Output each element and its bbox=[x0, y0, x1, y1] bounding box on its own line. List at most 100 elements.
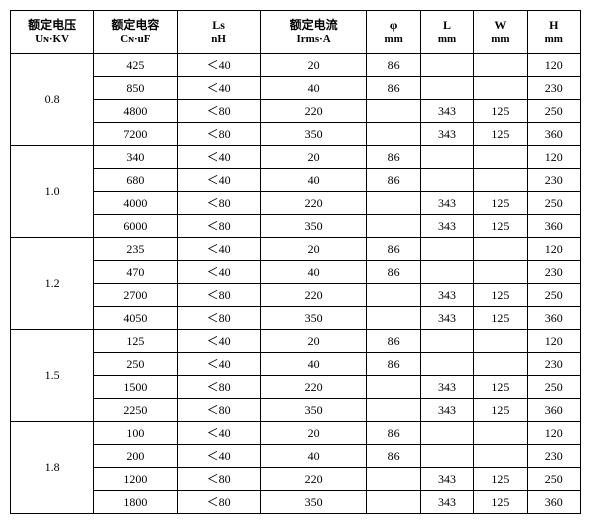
table-row: 850＜404086230 bbox=[11, 77, 581, 100]
cell-voltage: 1.5 bbox=[11, 330, 94, 422]
cell-h: 230 bbox=[527, 77, 580, 100]
cell-cap: 1500 bbox=[94, 376, 177, 399]
cell-ls: ＜80 bbox=[177, 468, 260, 491]
cell-l bbox=[420, 238, 473, 261]
cell-l: 343 bbox=[420, 468, 473, 491]
cell-irms: 20 bbox=[260, 54, 367, 77]
cell-ls: ＜80 bbox=[177, 376, 260, 399]
cell-h: 230 bbox=[527, 261, 580, 284]
cell-w: 125 bbox=[474, 215, 527, 238]
cell-cap: 470 bbox=[94, 261, 177, 284]
cell-h: 230 bbox=[527, 353, 580, 376]
cell-w: 125 bbox=[474, 468, 527, 491]
cell-cap: 1800 bbox=[94, 491, 177, 514]
header-irms: 额定电流Irms·A bbox=[260, 11, 367, 54]
cell-h: 230 bbox=[527, 445, 580, 468]
cell-phi: 86 bbox=[367, 77, 420, 100]
cell-h: 360 bbox=[527, 215, 580, 238]
cell-h: 120 bbox=[527, 238, 580, 261]
cell-h: 360 bbox=[527, 491, 580, 514]
table-row: 200＜404086230 bbox=[11, 445, 581, 468]
cell-irms: 40 bbox=[260, 261, 367, 284]
cell-phi: 86 bbox=[367, 169, 420, 192]
cell-phi bbox=[367, 123, 420, 146]
cell-phi bbox=[367, 491, 420, 514]
cell-phi: 86 bbox=[367, 422, 420, 445]
table-row: 470＜404086230 bbox=[11, 261, 581, 284]
cell-w bbox=[474, 261, 527, 284]
table-row: 1800＜80350343125360 bbox=[11, 491, 581, 514]
table-row: 4000＜80220343125250 bbox=[11, 192, 581, 215]
header-cap-l2: Cɴ·uF bbox=[94, 33, 176, 46]
cell-w: 125 bbox=[474, 100, 527, 123]
cell-h: 250 bbox=[527, 468, 580, 491]
header-h-l1: H bbox=[549, 18, 558, 32]
cell-l bbox=[420, 261, 473, 284]
cell-phi bbox=[367, 192, 420, 215]
cell-phi: 86 bbox=[367, 54, 420, 77]
table-row: 1.8100＜402086120 bbox=[11, 422, 581, 445]
table-row: 1.5125＜402086120 bbox=[11, 330, 581, 353]
cell-cap: 340 bbox=[94, 146, 177, 169]
cell-cap: 850 bbox=[94, 77, 177, 100]
cell-irms: 350 bbox=[260, 399, 367, 422]
header-phi: φmm bbox=[367, 11, 420, 54]
header-l-l2: mm bbox=[421, 33, 473, 46]
cell-w: 125 bbox=[474, 376, 527, 399]
table-row: 0.8425＜402086120 bbox=[11, 54, 581, 77]
cell-irms: 220 bbox=[260, 376, 367, 399]
table-body: 0.8425＜402086120850＜4040862304800＜802203… bbox=[11, 54, 581, 514]
cell-irms: 20 bbox=[260, 422, 367, 445]
header-w-l1: W bbox=[494, 18, 506, 32]
table-row: 1500＜80220343125250 bbox=[11, 376, 581, 399]
cell-l: 343 bbox=[420, 100, 473, 123]
cell-cap: 2700 bbox=[94, 284, 177, 307]
cell-h: 120 bbox=[527, 146, 580, 169]
table-row: 1.0340＜402086120 bbox=[11, 146, 581, 169]
cell-l bbox=[420, 445, 473, 468]
cell-w bbox=[474, 422, 527, 445]
cell-h: 120 bbox=[527, 330, 580, 353]
cell-l bbox=[420, 330, 473, 353]
cell-l bbox=[420, 169, 473, 192]
cell-phi: 86 bbox=[367, 238, 420, 261]
cell-h: 360 bbox=[527, 307, 580, 330]
cell-w bbox=[474, 353, 527, 376]
cell-ls: ＜80 bbox=[177, 399, 260, 422]
cell-irms: 220 bbox=[260, 100, 367, 123]
cell-l: 343 bbox=[420, 399, 473, 422]
header-voltage-l1: 额定电压 bbox=[28, 18, 76, 32]
cell-irms: 20 bbox=[260, 330, 367, 353]
cell-cap: 200 bbox=[94, 445, 177, 468]
cell-l bbox=[420, 146, 473, 169]
table-row: 680＜404086230 bbox=[11, 169, 581, 192]
header-row: 额定电压Uɴ·KV 额定电容Cɴ·uF LsnH 额定电流Irms·A φmm … bbox=[11, 11, 581, 54]
cell-cap: 2250 bbox=[94, 399, 177, 422]
cell-phi bbox=[367, 376, 420, 399]
cell-phi: 86 bbox=[367, 353, 420, 376]
cell-phi bbox=[367, 100, 420, 123]
cell-ls: ＜80 bbox=[177, 192, 260, 215]
cell-l bbox=[420, 353, 473, 376]
header-l: Lmm bbox=[420, 11, 473, 54]
cell-irms: 220 bbox=[260, 284, 367, 307]
cell-h: 250 bbox=[527, 284, 580, 307]
cell-l: 343 bbox=[420, 123, 473, 146]
cell-cap: 4000 bbox=[94, 192, 177, 215]
cell-h: 250 bbox=[527, 192, 580, 215]
cell-h: 250 bbox=[527, 100, 580, 123]
cell-irms: 350 bbox=[260, 491, 367, 514]
cell-h: 360 bbox=[527, 123, 580, 146]
cell-phi bbox=[367, 215, 420, 238]
header-irms-l2: Irms·A bbox=[261, 33, 367, 46]
table-row: 250＜404086230 bbox=[11, 353, 581, 376]
cell-l: 343 bbox=[420, 192, 473, 215]
cell-irms: 220 bbox=[260, 468, 367, 491]
header-phi-l2: mm bbox=[367, 33, 419, 46]
cell-cap: 6000 bbox=[94, 215, 177, 238]
cell-phi: 86 bbox=[367, 445, 420, 468]
cell-ls: ＜40 bbox=[177, 261, 260, 284]
cell-cap: 7200 bbox=[94, 123, 177, 146]
cell-ls: ＜80 bbox=[177, 284, 260, 307]
header-voltage: 额定电压Uɴ·KV bbox=[11, 11, 94, 54]
